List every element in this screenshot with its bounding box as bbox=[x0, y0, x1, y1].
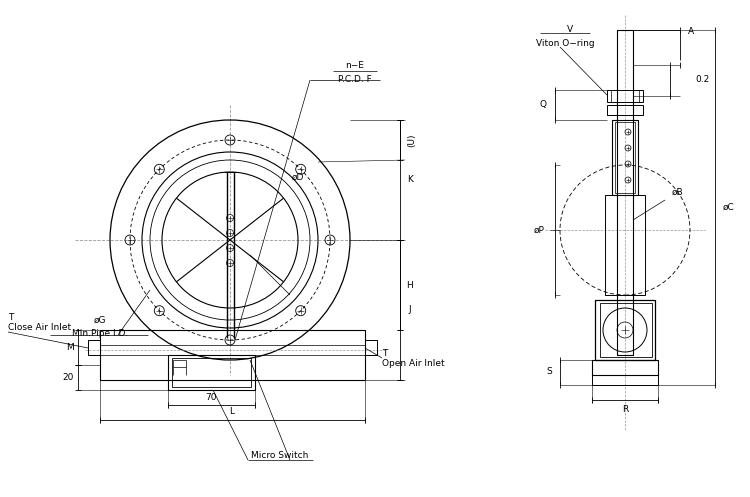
Text: 20: 20 bbox=[62, 372, 74, 382]
Bar bbox=[88, 340, 100, 355]
Bar bbox=[365, 340, 377, 355]
Bar bbox=[615, 122, 635, 193]
Bar bbox=[592, 360, 658, 375]
Text: T: T bbox=[8, 314, 14, 323]
Text: K: K bbox=[407, 175, 413, 184]
Bar bbox=[612, 120, 638, 195]
Text: M: M bbox=[66, 342, 74, 351]
Text: R: R bbox=[622, 406, 628, 414]
Bar bbox=[600, 303, 652, 357]
Text: Open Air Inlet: Open Air Inlet bbox=[382, 359, 445, 368]
Text: P.C.D. F: P.C.D. F bbox=[338, 75, 372, 83]
Text: T: T bbox=[382, 349, 387, 358]
Text: L: L bbox=[230, 408, 235, 416]
Text: 70: 70 bbox=[206, 393, 217, 402]
Bar bbox=[607, 90, 643, 102]
Bar bbox=[100, 330, 365, 380]
Text: øC: øC bbox=[723, 202, 735, 212]
Text: Micro Switch: Micro Switch bbox=[251, 450, 309, 460]
Text: Viton O−ring: Viton O−ring bbox=[536, 38, 594, 48]
Text: (U): (U) bbox=[407, 133, 416, 147]
Bar bbox=[605, 195, 645, 295]
Text: øD: øD bbox=[292, 172, 304, 181]
Text: øG: øG bbox=[94, 316, 106, 325]
Text: V: V bbox=[567, 25, 573, 34]
Text: Close Air Inlet: Close Air Inlet bbox=[8, 324, 71, 332]
Text: A: A bbox=[688, 27, 694, 36]
Text: S: S bbox=[546, 367, 552, 377]
Bar bbox=[617, 30, 633, 355]
Text: H: H bbox=[406, 280, 413, 289]
Bar bbox=[168, 355, 255, 390]
Bar bbox=[607, 105, 643, 115]
Bar bbox=[172, 358, 251, 387]
Text: øB: øB bbox=[671, 187, 682, 196]
Text: 0.2: 0.2 bbox=[695, 76, 709, 84]
Text: Min.Pipe I.D.: Min.Pipe I.D. bbox=[72, 329, 128, 337]
Text: Q: Q bbox=[540, 100, 547, 109]
Text: n−E: n−E bbox=[346, 61, 364, 70]
Text: J: J bbox=[409, 306, 411, 315]
Bar bbox=[595, 300, 655, 360]
Text: øP: øP bbox=[534, 226, 545, 235]
Bar bbox=[592, 375, 658, 385]
